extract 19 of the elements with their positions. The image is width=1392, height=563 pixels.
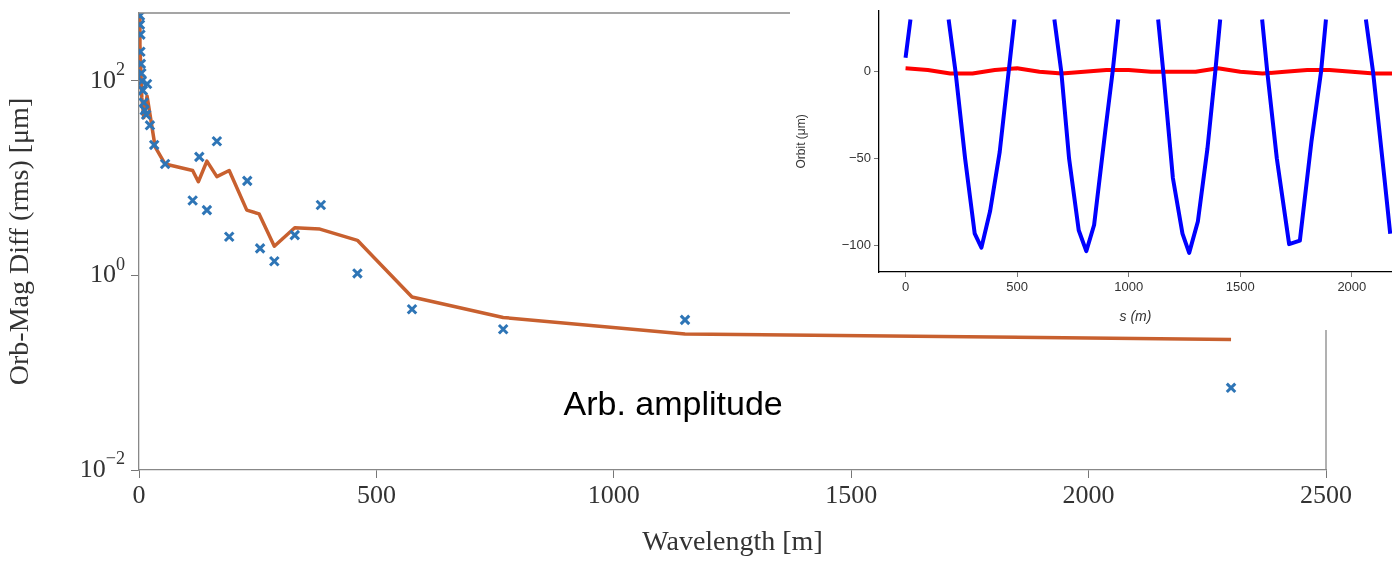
annotation: Arb. amplitude — [563, 384, 783, 423]
y-tick-label: 0 — [863, 63, 871, 79]
x-tick-label: 2000 — [1062, 480, 1115, 510]
y-axis-title: Orbit (μm) — [793, 114, 808, 169]
x-tick-label: 1500 — [1225, 279, 1255, 295]
x-tick-label: 0 — [132, 480, 146, 510]
x-tick-label: 500 — [1006, 279, 1028, 295]
x-tick-label: 2500 — [1300, 480, 1352, 510]
y-tick-label: −50 — [848, 150, 871, 166]
y-tick-label: −100 — [841, 237, 871, 253]
x-tick-label: 2000 — [1337, 279, 1367, 295]
x-tick-label: 1000 — [587, 480, 640, 510]
y-axis-title: Orb-Mag Diff (rms) [μm] — [3, 97, 35, 386]
x-tick-label: 1000 — [1114, 279, 1144, 295]
x-axis-title: Wavelength [m] — [642, 524, 823, 556]
x-axis-title: s (m) — [1119, 308, 1152, 325]
x-tick-label: 0 — [901, 279, 910, 295]
x-tick-label: 1500 — [825, 480, 878, 510]
x-tick-label: 500 — [356, 480, 396, 510]
